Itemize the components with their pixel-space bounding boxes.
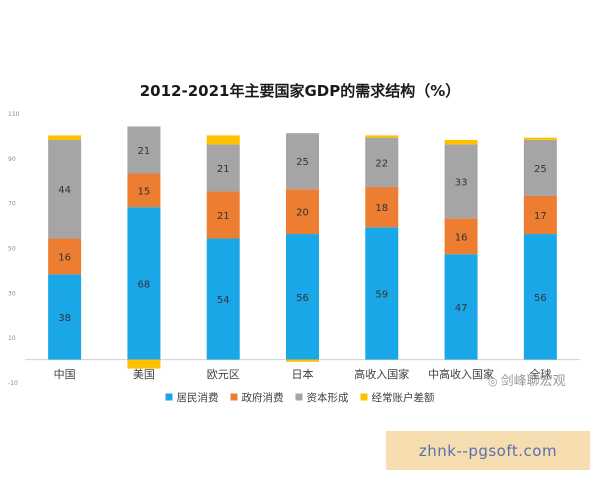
data-label: 18 [375, 203, 388, 214]
data-label: 17 [534, 211, 547, 222]
data-label: 56 [296, 293, 309, 304]
bar-segment-4 [48, 135, 82, 140]
bar-segment-1 [444, 254, 478, 360]
data-label: 38 [58, 313, 71, 324]
x-tick-label: 中国 [54, 368, 76, 381]
y-tick-label: 90 [8, 156, 16, 163]
bar-segment-4 [523, 137, 557, 140]
legend-swatch-2 [230, 393, 238, 401]
data-label: 56 [534, 293, 547, 304]
bar-segment-3 [365, 137, 399, 187]
data-label: 16 [58, 252, 71, 263]
bar-segment-1 [286, 234, 319, 360]
bar-segment-1 [365, 227, 399, 360]
bar-segment-3 [48, 139, 82, 239]
x-tick-label: 日本 [292, 367, 314, 381]
wechat-icon: ◎ [488, 375, 498, 388]
data-label: 21 [217, 211, 230, 222]
x-tick-label: 美国 [133, 368, 155, 381]
data-label: 21 [217, 164, 230, 175]
bar-segment-3 [444, 144, 478, 219]
bar-segment-2 [206, 191, 240, 239]
bar-segment-3 [286, 133, 319, 190]
bar-segment-2 [365, 186, 399, 228]
bar-segment-4 [444, 139, 478, 145]
data-label: 15 [138, 186, 151, 197]
x-tick-label: 高收入国家 [354, 367, 409, 381]
y-tick-label: 70 [8, 201, 16, 208]
bar-segment-1 [523, 234, 557, 360]
bar-segment-3 [127, 126, 161, 174]
x-tick-label: 全球 [529, 367, 551, 381]
data-label: 47 [455, 303, 468, 314]
data-label: 54 [217, 295, 230, 306]
legend-label: 政府消费 [242, 391, 284, 404]
bar-segment-2 [127, 173, 161, 208]
bar-segment-4 [206, 135, 240, 145]
y-tick-label: 50 [8, 246, 16, 253]
bar-segment-2 [286, 189, 319, 235]
data-label: 44 [58, 185, 71, 196]
bar-segment-2 [523, 195, 557, 235]
data-label: 21 [138, 146, 151, 157]
ad-banner-text[interactable]: zhnk--pgsoft.com [418, 441, 558, 460]
y-tick-label: 110 [8, 111, 20, 118]
data-label: 68 [138, 279, 151, 290]
data-label: 25 [534, 164, 547, 175]
y-tick-label: -10 [8, 380, 18, 387]
bar-segment-3 [206, 144, 240, 192]
legend-swatch-1 [165, 393, 173, 401]
data-label: 25 [296, 157, 309, 168]
chart-title: 2012-2021年主要国家GDP的需求结构（%） [139, 82, 461, 100]
data-label: 22 [375, 158, 388, 169]
y-tick-label: 30 [8, 290, 16, 297]
legend-swatch-4 [360, 393, 368, 401]
data-label: 33 [455, 177, 468, 188]
bar-segment-4 [286, 359, 319, 362]
data-label: 59 [375, 289, 388, 300]
bar-segment-3 [523, 139, 557, 196]
legend-label: 经常账户差额 [372, 391, 435, 404]
bar-segment-1 [206, 238, 240, 360]
bar-segment-1 [48, 274, 82, 360]
x-tick-label: 中高收入国家 [428, 367, 494, 381]
ad-banner[interactable]: zhnk--pgsoft.com [386, 431, 590, 470]
watermark: ◎ 剑峰聊宏观 [488, 370, 566, 389]
legend-label: 居民消费 [177, 391, 219, 404]
legend-swatch-3 [295, 393, 303, 401]
bar-segment-2 [48, 238, 82, 275]
bar-segment-4 [127, 359, 161, 369]
watermark-text: 剑峰聊宏观 [500, 374, 566, 389]
legend-label: 资本形成 [307, 391, 349, 404]
data-label: 16 [455, 232, 468, 243]
y-tick-label: 10 [8, 335, 16, 342]
x-tick-label: 欧元区 [207, 368, 240, 381]
bar-segment-4 [365, 135, 399, 138]
data-label: 20 [296, 208, 309, 219]
bar-segment-1 [127, 207, 161, 360]
bar-segment-2 [444, 218, 478, 255]
